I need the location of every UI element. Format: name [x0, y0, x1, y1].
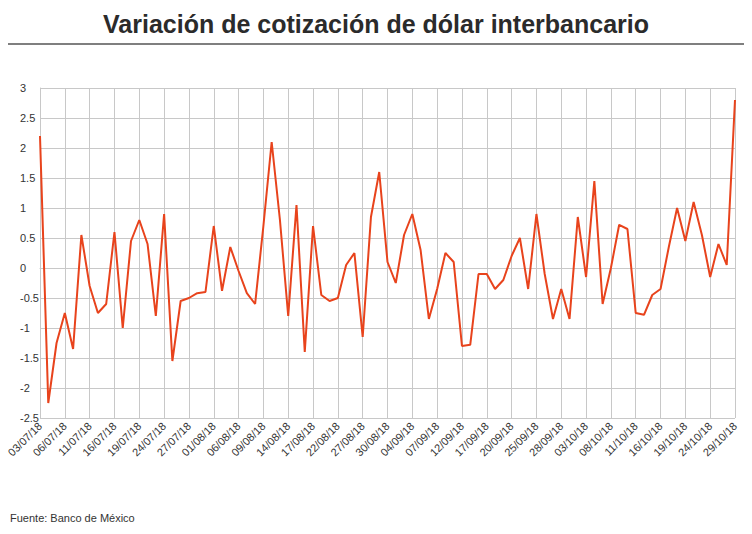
- svg-text:03/07/18: 03/07/18: [5, 419, 45, 459]
- svg-text:03/10/18: 03/10/18: [551, 419, 591, 459]
- svg-text:Variación de cotización de dól: Variación de cotización de dólar interba…: [103, 10, 649, 38]
- svg-text:-1: -1: [20, 322, 30, 334]
- svg-text:11/07/18: 11/07/18: [55, 419, 94, 458]
- svg-text:12/09/18: 12/09/18: [427, 419, 467, 459]
- svg-text:17/08/18: 17/08/18: [278, 419, 318, 459]
- svg-text:2: 2: [20, 142, 26, 154]
- svg-text:06/08/18: 06/08/18: [204, 419, 243, 459]
- svg-text:17/09/18: 17/09/18: [452, 419, 491, 459]
- svg-text:30/08/18: 30/08/18: [353, 419, 392, 459]
- svg-text:29/10/18: 29/10/18: [701, 420, 740, 459]
- svg-text:04/09/18: 04/09/18: [377, 419, 417, 459]
- svg-text:-0.5: -0.5: [20, 292, 39, 304]
- svg-text:28/09/18: 28/09/18: [526, 419, 566, 459]
- svg-text:24/07/18: 24/07/18: [129, 419, 169, 459]
- svg-text:06/07/18: 06/07/18: [30, 419, 70, 459]
- svg-text:25/09/18: 25/09/18: [501, 419, 541, 459]
- svg-text:-2.5: -2.5: [20, 412, 39, 424]
- svg-text:19/10/18: 19/10/18: [650, 419, 690, 459]
- svg-text:22/08/18: 22/08/18: [303, 419, 343, 459]
- svg-text:16/10/18: 16/10/18: [626, 419, 665, 459]
- svg-text:1: 1: [20, 202, 26, 214]
- svg-text:3: 3: [20, 82, 26, 94]
- svg-text:01/08/18: 01/08/18: [179, 419, 218, 459]
- svg-text:-2: -2: [20, 382, 30, 394]
- svg-text:11/10/18: 11/10/18: [601, 419, 640, 458]
- svg-text:0: 0: [20, 262, 26, 274]
- svg-text:20/09/18: 20/09/18: [477, 419, 516, 459]
- svg-text:24/10/18: 24/10/18: [675, 419, 715, 459]
- svg-text:08/10/18: 08/10/18: [576, 419, 616, 459]
- svg-text:09/08/18: 09/08/18: [228, 419, 268, 459]
- svg-text:27/08/18: 27/08/18: [328, 419, 367, 459]
- svg-text:27/07/18: 27/07/18: [154, 419, 194, 459]
- svg-text:16/07/18: 16/07/18: [80, 419, 119, 459]
- svg-text:0.5: 0.5: [20, 232, 35, 244]
- svg-text:07/09/18: 07/09/18: [402, 419, 442, 459]
- svg-text:1.5: 1.5: [20, 172, 35, 184]
- svg-text:-1.5: -1.5: [20, 352, 39, 364]
- svg-text:2.5: 2.5: [20, 112, 35, 124]
- svg-text:14/08/18: 14/08/18: [253, 419, 293, 459]
- svg-text:19/07/18: 19/07/18: [104, 419, 144, 459]
- svg-text:Fuente: Banco de México: Fuente: Banco de México: [10, 512, 135, 524]
